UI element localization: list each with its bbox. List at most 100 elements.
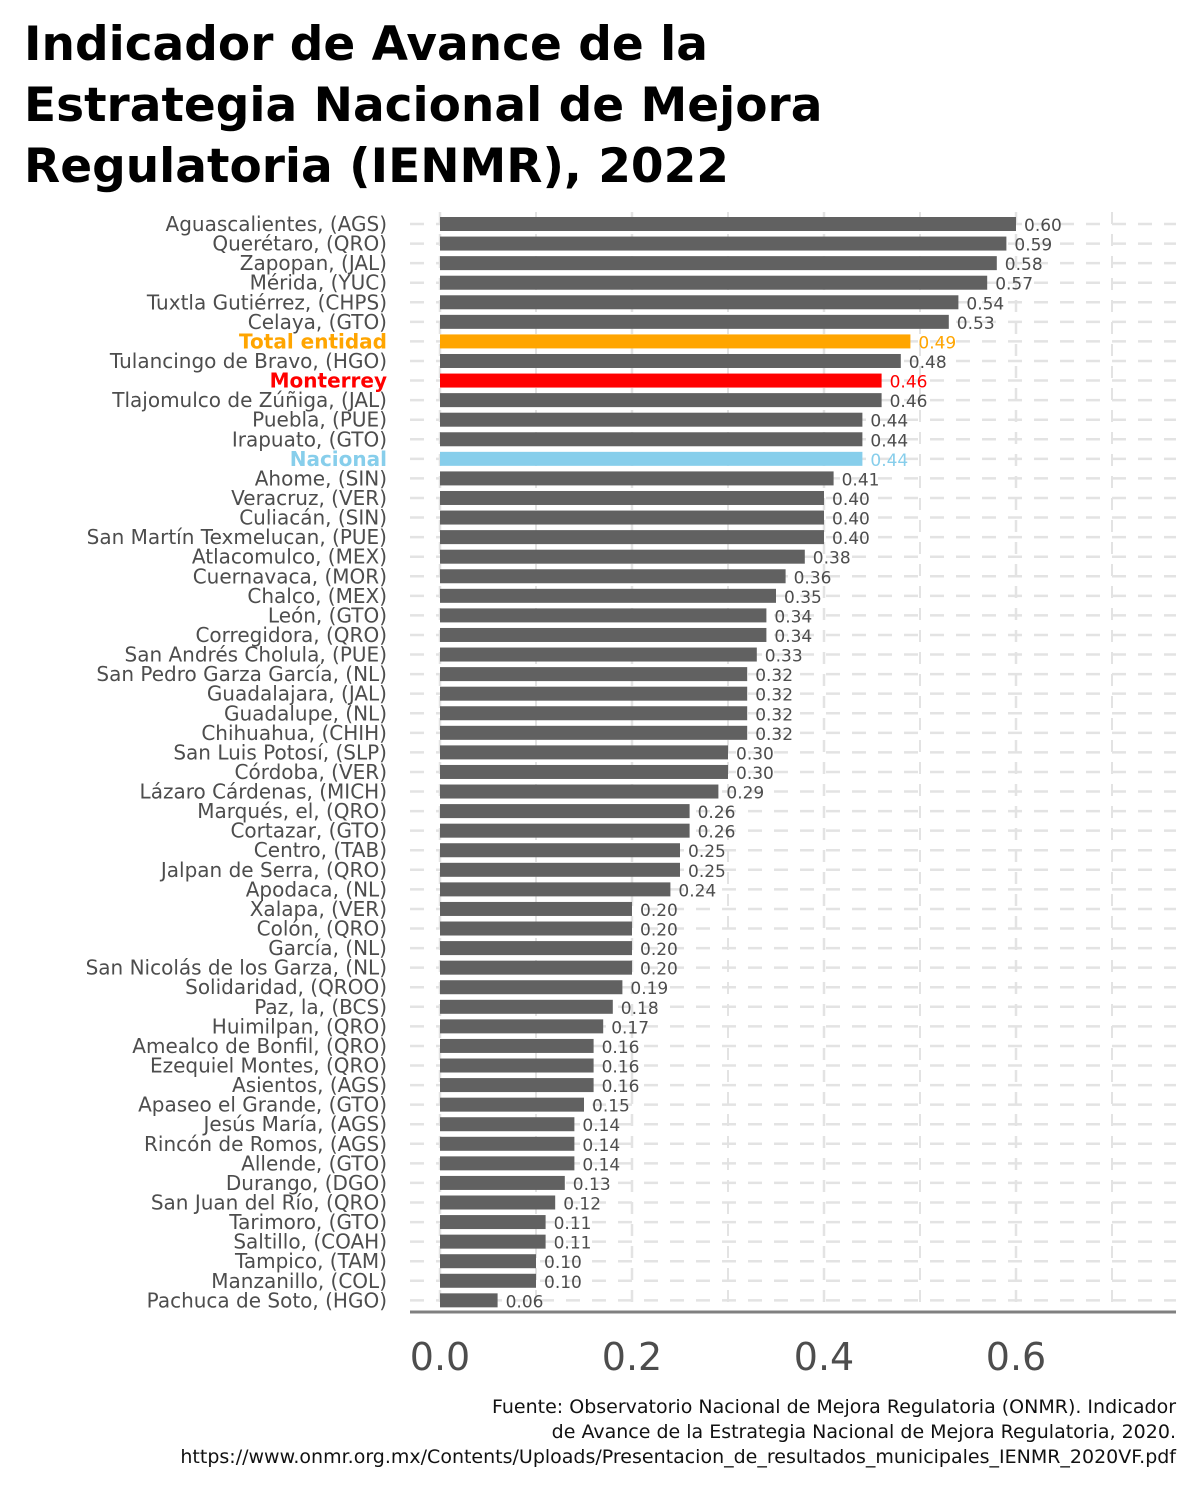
- category-label: Veracruz, (VER): [231, 486, 387, 510]
- value-label: 0.60: [1024, 216, 1062, 236]
- labels: Aguascalientes, (AGS) 0.60 Querétaro, (QRO…: [86, 212, 1062, 1312]
- bar: [440, 608, 767, 623]
- chart-title: Indicador de Avance de la Estrategia Nac…: [24, 17, 823, 194]
- value-label: 0.14: [582, 1155, 620, 1175]
- category-label: Jalpan de Serra, (QRO): [159, 858, 387, 882]
- bar: [440, 706, 748, 721]
- category-label: Saltillo, (COAH): [233, 1230, 387, 1254]
- value-label: 0.20: [640, 940, 678, 960]
- value-label: 0.10: [544, 1253, 582, 1273]
- bar: [440, 1136, 575, 1151]
- bar: [440, 1254, 536, 1269]
- value-label: 0.20: [640, 901, 678, 921]
- source-note: Fuente: Observatorio Nacional de Mejora …: [180, 1396, 1176, 1468]
- category-label: Nacional: [290, 447, 387, 471]
- category-label: Solidaridad, (QROO): [185, 975, 387, 999]
- value-label: 0.40: [832, 510, 870, 530]
- value-label: 0.25: [688, 842, 726, 862]
- value-label: 0.20: [640, 960, 678, 980]
- value-label: 0.33: [765, 647, 803, 667]
- category-label: Monterrey: [270, 369, 387, 393]
- x-tick-label: 0.2: [602, 1335, 662, 1379]
- value-label: 0.14: [582, 1136, 620, 1156]
- bar: [440, 432, 863, 447]
- value-label: 0.29: [726, 784, 764, 804]
- category-label: Asientos, (AGS): [232, 1073, 387, 1097]
- value-label: 0.44: [870, 451, 908, 471]
- category-label: Huimilpan, (QRO): [212, 1014, 387, 1038]
- bar: [440, 960, 632, 975]
- category-label: Allende, (GTO): [241, 1151, 387, 1175]
- bar: [440, 393, 882, 408]
- category-label: San Martín Texmelucan, (PUE): [87, 525, 387, 549]
- bar: [440, 784, 719, 799]
- bar: [440, 1175, 565, 1190]
- category-label: Corregidora, (QRO): [195, 623, 387, 647]
- bar: [440, 1038, 594, 1053]
- bar: [440, 314, 949, 329]
- bar: [440, 1215, 546, 1230]
- bar: [440, 530, 824, 545]
- value-label: 0.49: [918, 333, 956, 353]
- bar: [440, 256, 997, 271]
- category-label: Guadalajara, (JAL): [207, 682, 387, 706]
- category-label: Aguascalientes, (AGS): [166, 212, 387, 236]
- bar: [440, 686, 748, 701]
- category-label: Tlajomulco de Zúñiga, (JAL): [111, 388, 387, 412]
- value-label: 0.35: [784, 588, 822, 608]
- category-label: San Juan del Río, (QRO): [151, 1191, 387, 1215]
- value-label: 0.11: [554, 1214, 592, 1234]
- value-label: 0.54: [966, 294, 1004, 314]
- value-label: 0.30: [736, 764, 774, 784]
- bar: [440, 901, 632, 916]
- bar: [440, 980, 623, 995]
- category-label: Tulancingo de Bravo, (HGO): [109, 349, 387, 373]
- value-label: 0.30: [736, 744, 774, 764]
- bar: [440, 627, 767, 642]
- value-label: 0.53: [957, 314, 995, 334]
- bar: [440, 667, 748, 682]
- category-label: Chihuahua, (CHIH): [201, 721, 387, 745]
- bar: [440, 843, 680, 858]
- value-label: 0.58: [1005, 255, 1043, 275]
- value-label: 0.59: [1014, 236, 1052, 256]
- category-label: Lázaro Cárdenas, (MICH): [140, 780, 387, 804]
- category-label: Querétaro, (QRO): [212, 232, 387, 256]
- bars: [440, 217, 1016, 1308]
- value-label: 0.16: [602, 1038, 640, 1058]
- value-label: 0.36: [794, 568, 832, 588]
- value-label: 0.40: [832, 490, 870, 510]
- bar-chart: Aguascalientes, (AGS) 0.60 Querétaro, (QRO…: [86, 212, 1176, 1379]
- category-label: Zapopan, (JAL): [240, 251, 387, 275]
- value-label: 0.20: [640, 921, 678, 941]
- category-label: Apodaca, (NL): [246, 877, 387, 901]
- category-label: San Nicolás de los Garza, (NL): [86, 956, 387, 980]
- x-tick-label: 0.4: [794, 1335, 854, 1379]
- value-label: 0.41: [842, 470, 880, 490]
- value-label: 0.17: [611, 1018, 649, 1038]
- bar: [440, 1234, 546, 1249]
- bar: [440, 725, 748, 740]
- bar: [440, 647, 757, 662]
- category-label: León, (GTO): [268, 603, 387, 627]
- bar: [440, 236, 1007, 251]
- category-label: Guadalupe, (NL): [224, 701, 387, 725]
- bar: [440, 1058, 594, 1073]
- category-label: Colón, (QRO): [257, 917, 387, 941]
- value-label: 0.32: [755, 686, 793, 706]
- value-label: 0.26: [698, 823, 736, 843]
- category-label: Cortazar, (GTO): [230, 819, 387, 843]
- bar: [440, 1117, 575, 1132]
- value-label: 0.48: [909, 353, 947, 373]
- category-label: Irapuato, (GTO): [232, 427, 387, 451]
- bar: [440, 764, 728, 779]
- category-label: Marqués, el, (QRO): [197, 799, 387, 823]
- category-label: Pachuca de Soto, (HGO): [147, 1288, 387, 1312]
- value-label: 0.32: [755, 725, 793, 745]
- value-label: 0.10: [544, 1273, 582, 1293]
- category-label: Tampico, (TAM): [234, 1249, 387, 1273]
- category-label: Córdoba, (VER): [235, 760, 388, 784]
- value-label: 0.57: [995, 275, 1033, 295]
- category-label: Ahome, (SIN): [255, 466, 387, 490]
- bar: [440, 921, 632, 936]
